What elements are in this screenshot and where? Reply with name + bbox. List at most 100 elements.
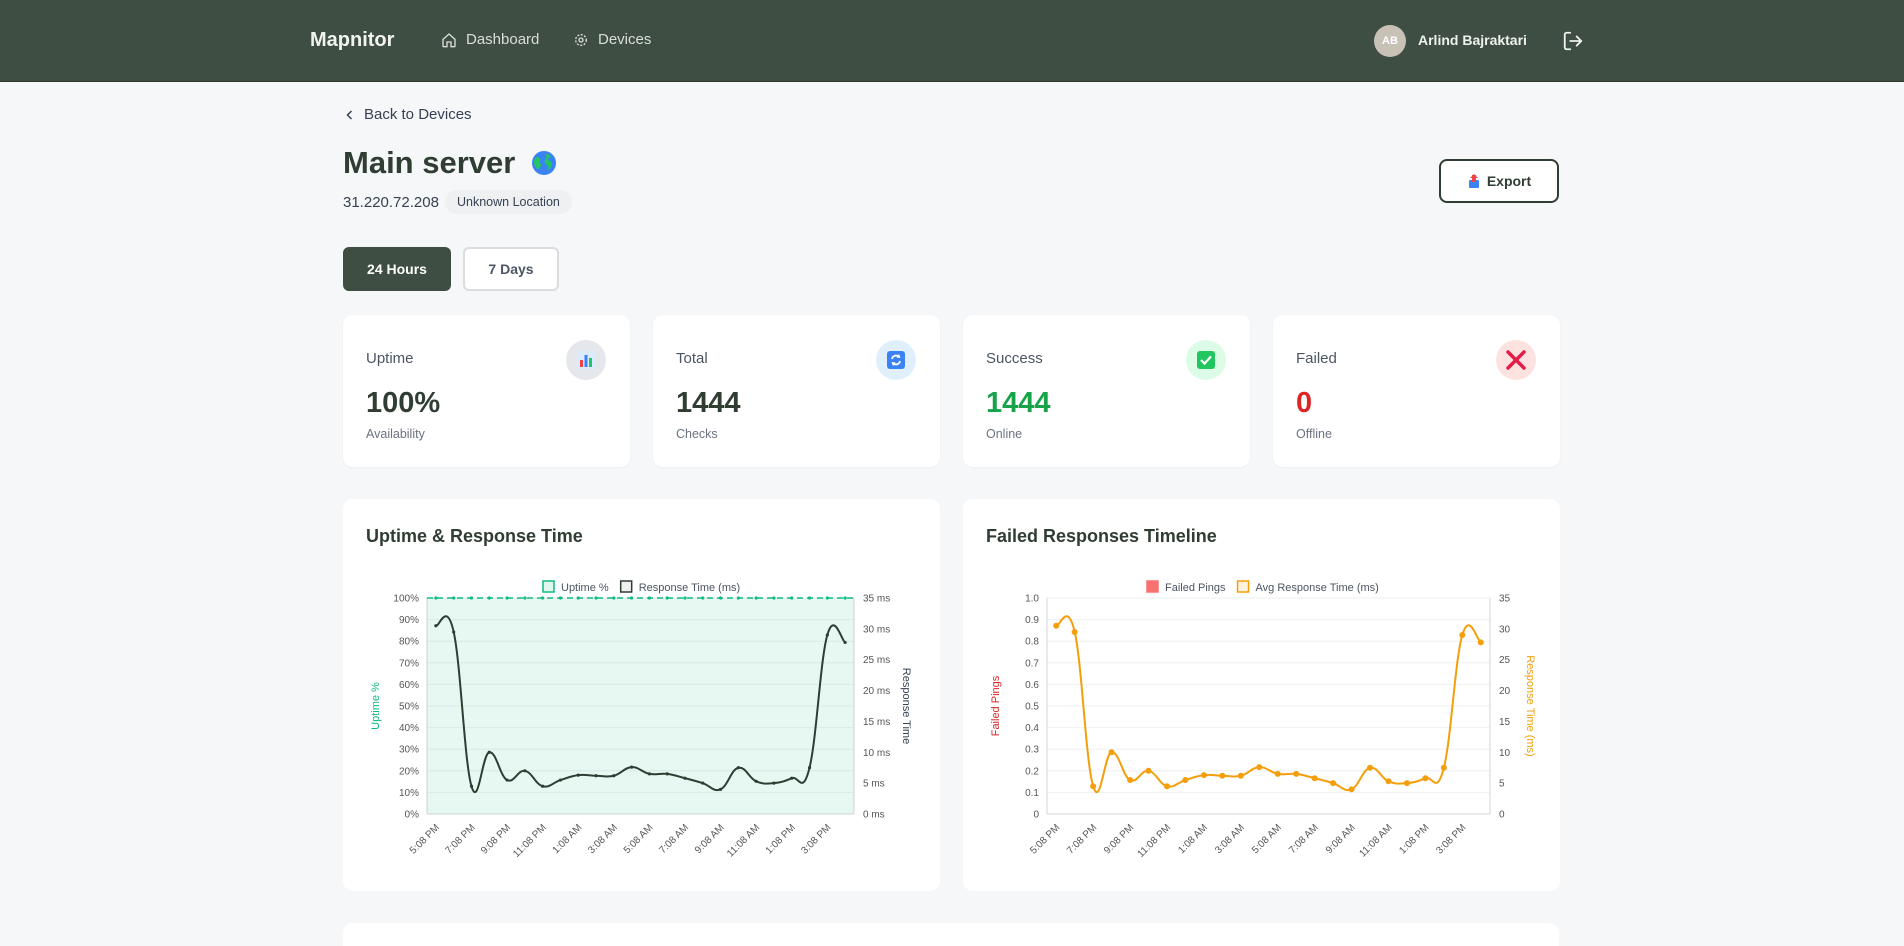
y-left-tick-label: 50% xyxy=(399,702,419,713)
x-tick-label: 7:08 AM xyxy=(657,822,691,856)
y-right-tick-label: 15 xyxy=(1499,717,1511,728)
y-right-tick-label: 25 ms xyxy=(863,655,890,666)
x-tick-label: 3:08 PM xyxy=(799,822,833,856)
response-point xyxy=(505,778,509,782)
device-name: Main server xyxy=(343,145,516,180)
nav-dashboard-label: Dashboard xyxy=(466,31,540,48)
uptime-point xyxy=(630,596,634,600)
avg-response-point xyxy=(1403,780,1410,787)
y-right-tick-label: 5 ms xyxy=(863,779,885,790)
location-badge: Unknown Location xyxy=(445,190,572,214)
response-point xyxy=(754,779,758,783)
export-label: Export xyxy=(1486,173,1532,189)
y-left-tick-label: 0.4 xyxy=(1025,723,1039,734)
legend-swatch xyxy=(619,580,633,593)
x-tick-label: 1:08 PM xyxy=(1397,822,1431,856)
y-left-tick-label: 0.5 xyxy=(1025,702,1039,713)
response-point xyxy=(772,781,776,785)
y-right-tick-label: 30 xyxy=(1499,624,1511,635)
bar-chart-icon xyxy=(566,340,606,380)
uptime-response-chart: Uptime % Response Time (ms) 0% 10% 20% 30% 40%… xyxy=(370,580,912,860)
y-left-tick-label: 0.8 xyxy=(1025,637,1039,648)
legend-label: Avg Response Time (ms) xyxy=(1256,582,1379,594)
user-name[interactable]: Arlind Bajraktari xyxy=(1418,32,1527,48)
avg-response-point xyxy=(1053,622,1060,629)
stat-label: Failed xyxy=(1296,350,1337,367)
device-ip: 31.220.72.208 xyxy=(343,194,439,211)
y-left-tick-label: 70% xyxy=(399,658,419,669)
y-right-tick-label: 20 xyxy=(1499,686,1511,697)
x-tick-label: 5:08 PM xyxy=(408,822,442,856)
y-right-tick-label: 0 xyxy=(1499,810,1505,821)
uptime-point xyxy=(558,596,563,600)
x-tick-label: 7:08 AM xyxy=(1287,822,1321,856)
response-point xyxy=(576,773,580,777)
y-right-tick-label: 35 ms xyxy=(863,594,890,605)
avg-response-point xyxy=(1274,770,1281,777)
x-tick-label: 5:08 PM xyxy=(1028,822,1062,856)
stat-label: Success xyxy=(986,350,1043,367)
legend-swatch xyxy=(542,580,555,593)
uptime-point xyxy=(576,596,580,600)
uptime-point xyxy=(825,596,829,600)
x-tick-label: 11:08 AM xyxy=(725,822,762,859)
tab-7-days[interactable]: 7 Days xyxy=(463,247,559,291)
response-point xyxy=(718,787,723,791)
y-left-tick-label: 90% xyxy=(399,615,419,626)
stat-card-total: Total 1444 Checks xyxy=(653,315,940,467)
y-right-tick-label: 25 xyxy=(1499,655,1511,666)
y-left-tick-label: 0.2 xyxy=(1025,766,1039,777)
avg-response-point xyxy=(1440,764,1447,771)
nav-devices-link[interactable]: Devices xyxy=(573,31,651,48)
stat-value: 100% xyxy=(366,387,441,419)
export-button[interactable]: Export xyxy=(1439,159,1559,203)
avg-response-point xyxy=(1145,767,1152,774)
x-tick-label: 1:08 PM xyxy=(764,822,798,856)
uptime-point xyxy=(807,596,812,600)
response-point xyxy=(523,769,527,773)
x-tick-label: 11:08 PM xyxy=(1136,822,1174,860)
gear-icon xyxy=(575,33,587,46)
avg-response-series-line xyxy=(1055,615,1482,794)
stat-value: 0 xyxy=(1296,387,1313,419)
response-point xyxy=(541,784,545,788)
uptime-point xyxy=(754,596,758,600)
uptime-point xyxy=(523,596,527,600)
nav-dashboard-link[interactable]: Dashboard xyxy=(441,31,539,48)
refresh-icon xyxy=(876,340,916,380)
x-icon xyxy=(1496,340,1536,380)
avg-response-point xyxy=(1108,749,1115,756)
x-tick-label: 3:08 AM xyxy=(586,822,620,856)
avg-response-point xyxy=(1071,628,1078,635)
y-right-tick-label: 10 ms xyxy=(863,748,890,759)
y-left-tick-label: 20% xyxy=(399,766,419,777)
response-point xyxy=(487,750,491,754)
avatar[interactable]: AB xyxy=(1374,25,1406,57)
uptime-point xyxy=(612,596,616,600)
uptime-area xyxy=(427,598,854,814)
x-tick-label: 7:08 PM xyxy=(443,822,477,856)
uptime-point xyxy=(772,596,776,600)
bottom-panel xyxy=(343,923,1559,946)
check-icon xyxy=(1186,340,1226,380)
y-left-tick-label: 0.9 xyxy=(1025,615,1039,626)
brand-logo[interactable]: Mapnitor xyxy=(310,29,395,51)
response-point xyxy=(736,766,740,770)
logout-icon[interactable] xyxy=(1562,30,1584,52)
response-point xyxy=(647,772,651,776)
y-left-tick-label: 0% xyxy=(405,810,420,821)
response-point xyxy=(630,765,634,769)
y-right-tick-label: 15 ms xyxy=(863,717,890,728)
avg-response-point xyxy=(1090,783,1097,790)
avg-response-point xyxy=(1330,780,1337,787)
panel-title: Failed Responses Timeline xyxy=(986,526,1217,546)
globe-icon xyxy=(532,151,557,175)
back-to-devices-link[interactable]: Back to Devices xyxy=(344,106,472,123)
y-left-tick-label: 100% xyxy=(393,594,419,605)
uptime-point xyxy=(665,596,669,600)
tab-24-hours[interactable]: 24 Hours xyxy=(343,247,451,291)
y-left-tick-label: 60% xyxy=(399,680,419,691)
stat-sub: Availability xyxy=(366,427,425,441)
response-point xyxy=(790,776,794,780)
y-left-tick-label: 0.3 xyxy=(1025,745,1039,756)
